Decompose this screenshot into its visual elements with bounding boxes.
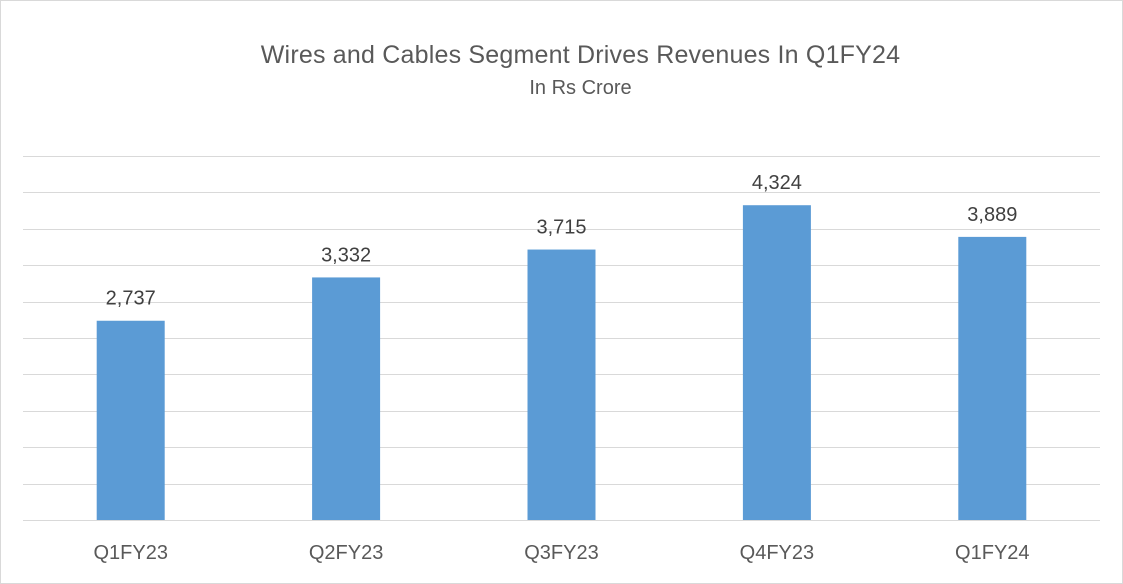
x-tick-label-q1fy24: Q1FY24	[955, 542, 1029, 564]
data-label-q3fy23: 3,715	[536, 217, 586, 239]
bar-q4fy23	[742, 205, 811, 520]
bar-q2fy23	[312, 277, 381, 520]
data-label-q2fy23: 3,332	[321, 244, 371, 266]
data-label-q1fy24: 3,889	[967, 204, 1017, 226]
x-tick-label-q3fy23: Q3FY23	[524, 542, 598, 564]
bar-q1fy23	[96, 320, 165, 520]
x-tick-label-q2fy23: Q2FY23	[309, 542, 383, 564]
chart-subtitle: In Rs Crore	[529, 77, 632, 99]
x-tick-label-q4fy23: Q4FY23	[740, 542, 814, 564]
bar-q1fy24	[958, 236, 1027, 520]
x-tick-label-q1fy23: Q1FY23	[93, 542, 167, 564]
data-label-q4fy23: 4,324	[752, 172, 802, 194]
chart-title: Wires and Cables Segment Drives Revenues…	[260, 41, 901, 69]
bar-q3fy23	[527, 249, 596, 520]
data-label-q1fy23: 2,737	[106, 288, 156, 310]
